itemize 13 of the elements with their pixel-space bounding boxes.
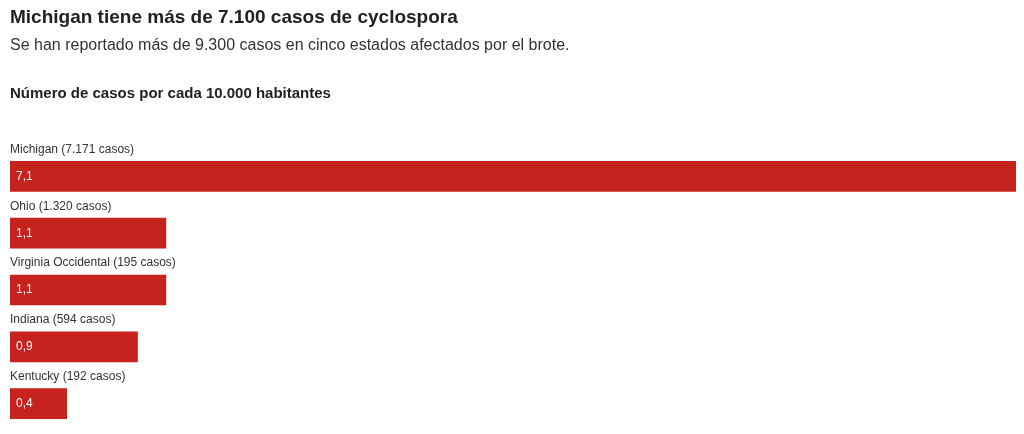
x-axis-title: Número de casos por cada 10.000 habitantes: [10, 84, 331, 101]
y-tick-label: Virginia Occidental (195 casos): [10, 255, 176, 270]
chart-subtitle: Se han reportado más de 9.300 casos en cinco estados afectados por el brote.: [10, 36, 570, 54]
chart-title: Michigan tiene más de 7.100 casos de cyclospora: [10, 6, 458, 28]
data-label: 0,9: [16, 339, 34, 354]
data-label: 0,4: [16, 395, 34, 410]
data-label: 1,1: [16, 225, 34, 240]
y-tick-label: Ohio (1.320 casos): [10, 198, 112, 213]
y-tick-label: Michigan (7.171 casos): [10, 141, 135, 156]
data-label: 7,1: [16, 168, 34, 183]
y-tick-label: Kentucky (192 casos): [10, 368, 126, 383]
data-label: 1,1: [16, 282, 34, 297]
y-tick-label: Indiana (594 casos): [10, 312, 116, 327]
